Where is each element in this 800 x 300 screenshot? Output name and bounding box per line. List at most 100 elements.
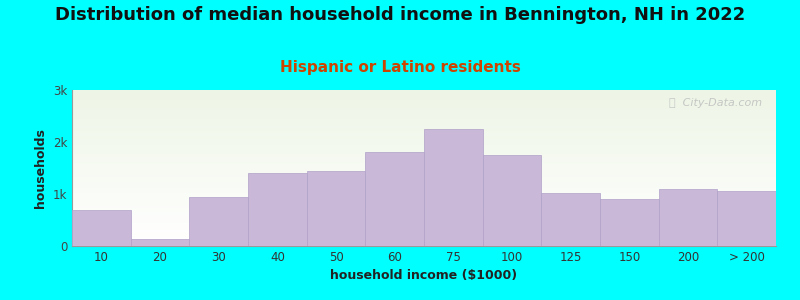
Bar <box>72 134 776 135</box>
Bar <box>72 157 776 158</box>
Bar <box>72 99 776 100</box>
Bar <box>72 229 776 230</box>
Bar <box>72 219 776 220</box>
Bar <box>72 131 776 132</box>
Bar <box>72 224 776 225</box>
Bar <box>72 181 776 182</box>
Bar <box>72 103 776 104</box>
Bar <box>306 171 366 246</box>
Bar <box>72 104 776 105</box>
Bar <box>658 189 718 246</box>
Text: ⓘ  City-Data.com: ⓘ City-Data.com <box>669 98 762 108</box>
Bar <box>72 223 776 224</box>
Bar <box>72 172 776 173</box>
Bar <box>72 122 776 123</box>
Bar <box>72 225 776 226</box>
Bar <box>72 155 776 156</box>
Bar <box>72 235 776 236</box>
Bar <box>72 143 776 144</box>
Bar <box>72 165 776 166</box>
Bar <box>72 220 776 221</box>
Bar <box>72 242 776 243</box>
Bar <box>72 204 776 205</box>
Bar <box>72 200 776 201</box>
Bar <box>72 176 776 177</box>
Bar <box>72 141 776 142</box>
Bar <box>72 245 776 246</box>
Bar <box>72 189 776 190</box>
Bar <box>72 92 776 93</box>
Bar <box>72 100 776 101</box>
Bar <box>72 96 776 97</box>
Bar <box>72 187 776 188</box>
Bar <box>72 196 776 197</box>
Bar <box>72 191 776 192</box>
Bar <box>72 125 776 126</box>
Bar <box>424 129 482 246</box>
Bar <box>72 145 776 146</box>
Bar <box>72 149 776 150</box>
Bar <box>72 193 776 194</box>
Bar <box>72 111 776 112</box>
Bar <box>72 94 776 95</box>
Bar <box>72 167 776 168</box>
Bar <box>72 173 776 174</box>
Bar <box>366 152 424 246</box>
Bar <box>72 236 776 237</box>
Bar <box>72 217 776 218</box>
Bar <box>72 160 776 161</box>
Bar <box>72 170 776 171</box>
Bar <box>72 175 776 176</box>
Bar <box>72 227 776 228</box>
Bar <box>72 216 776 217</box>
Bar <box>72 205 776 206</box>
Bar <box>72 135 776 136</box>
Bar <box>72 139 776 140</box>
Bar <box>72 171 776 172</box>
Bar <box>72 244 776 245</box>
Bar <box>72 202 776 203</box>
Bar <box>72 151 776 152</box>
Bar <box>72 148 776 149</box>
Bar <box>72 153 776 154</box>
Bar <box>190 196 248 246</box>
Bar <box>72 112 776 113</box>
Bar <box>72 179 776 180</box>
Bar <box>72 152 776 153</box>
Bar <box>72 207 776 208</box>
Bar <box>72 195 776 196</box>
Bar <box>72 119 776 120</box>
Bar <box>72 147 776 148</box>
X-axis label: household income ($1000): household income ($1000) <box>330 269 518 282</box>
Bar <box>72 208 776 209</box>
Bar <box>72 206 776 207</box>
Bar <box>72 230 776 231</box>
Bar <box>72 107 776 108</box>
Bar <box>72 163 776 164</box>
Bar <box>542 193 600 246</box>
Bar <box>72 192 776 193</box>
Bar <box>72 228 776 229</box>
Bar <box>72 237 776 238</box>
Bar <box>72 140 776 141</box>
Bar <box>72 105 776 106</box>
Text: Hispanic or Latino residents: Hispanic or Latino residents <box>279 60 521 75</box>
Bar <box>72 164 776 165</box>
Bar <box>718 191 776 246</box>
Bar <box>72 90 776 91</box>
Bar <box>72 124 776 125</box>
Bar <box>72 110 776 111</box>
Bar <box>72 221 776 222</box>
Bar <box>72 123 776 124</box>
Bar <box>72 239 776 240</box>
Bar <box>72 209 776 210</box>
Bar <box>72 95 776 96</box>
Bar <box>72 115 776 116</box>
Bar <box>72 238 776 239</box>
Bar <box>72 169 776 170</box>
Bar <box>72 232 776 233</box>
Bar <box>72 101 776 102</box>
Bar <box>72 114 776 115</box>
Bar <box>72 199 776 200</box>
Bar <box>72 201 776 202</box>
